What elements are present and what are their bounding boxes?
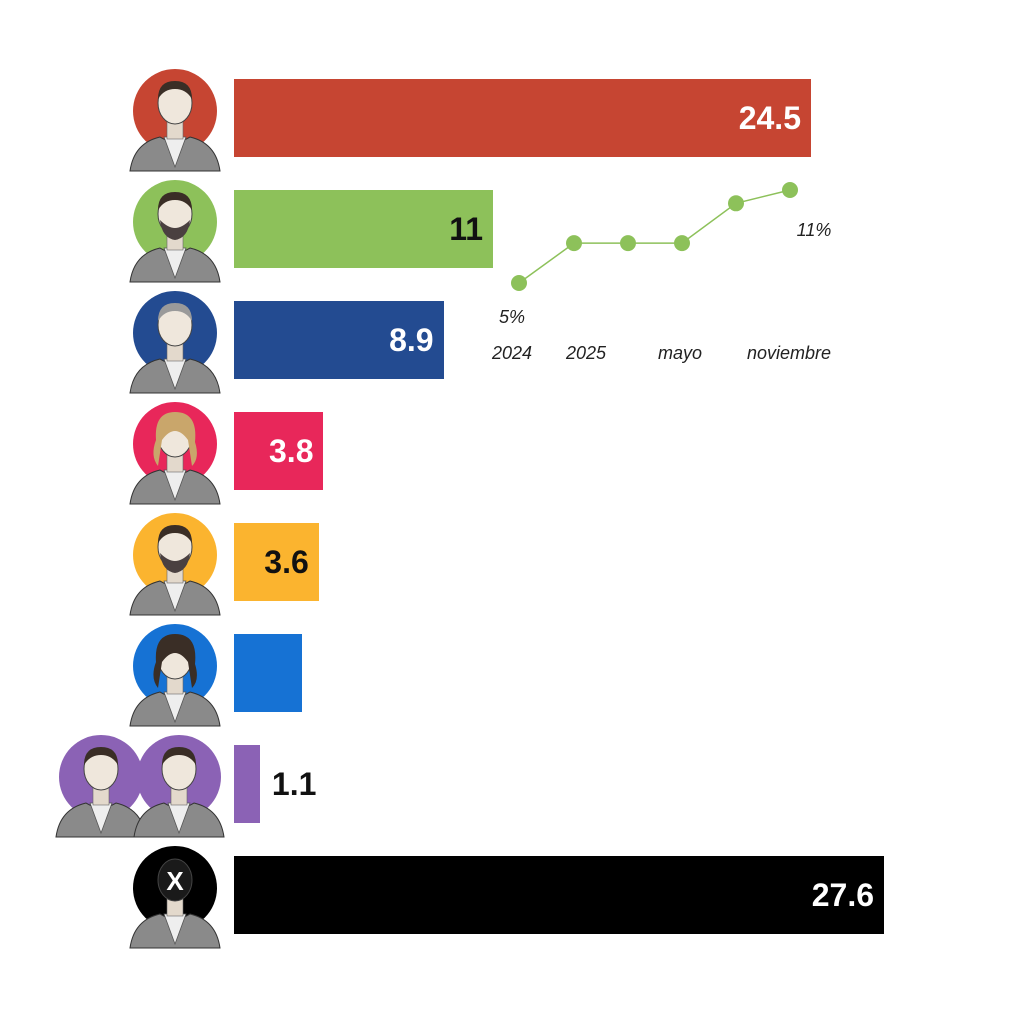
bar-row: 24.5 <box>0 69 1024 172</box>
bar-value-label: 3.6 <box>264 544 309 580</box>
bar-value-label: 1.1 <box>271 766 317 802</box>
bar <box>234 634 303 712</box>
bar-value-label: 2.9 <box>314 655 359 691</box>
bar-row: 2.9 <box>0 624 1024 727</box>
bar-value-label: 8.9 <box>389 322 434 358</box>
portrait-dark-haired-woman-icon <box>120 618 230 733</box>
bar-value-label: 24.5 <box>738 100 801 136</box>
anonymous-x-mark: X <box>166 866 184 896</box>
bar <box>234 79 811 157</box>
bar-row: X 27.6 <box>0 846 1024 949</box>
bar <box>234 523 319 601</box>
bar <box>234 745 260 823</box>
portrait-anonymous-man-x-icon: X <box>120 840 230 955</box>
portrait-blonde-woman-icon <box>120 396 230 511</box>
bar <box>234 412 324 490</box>
bar-value-label: 11 <box>449 211 484 247</box>
portrait-bearded-man-icon <box>120 174 230 289</box>
portrait-two-women-icon <box>46 729 156 844</box>
bar-value-label: 3.8 <box>269 433 314 469</box>
portrait-man-suit-icon <box>120 63 230 178</box>
bar <box>234 301 444 379</box>
bar <box>234 856 884 934</box>
bar-row: 8.9 <box>0 291 1024 394</box>
portrait-gray-haired-man-icon <box>120 285 230 400</box>
bar-row: 1.1 <box>0 735 1024 838</box>
bar-row: 3.6 <box>0 513 1024 616</box>
portrait-bearded-man-icon <box>120 507 230 622</box>
bar-row: 11 <box>0 180 1024 283</box>
bar <box>234 190 494 268</box>
bar-row: 3.8 <box>0 402 1024 505</box>
portrait-two-women-icon <box>124 729 234 844</box>
bar-value-label: 27.6 <box>811 877 874 913</box>
